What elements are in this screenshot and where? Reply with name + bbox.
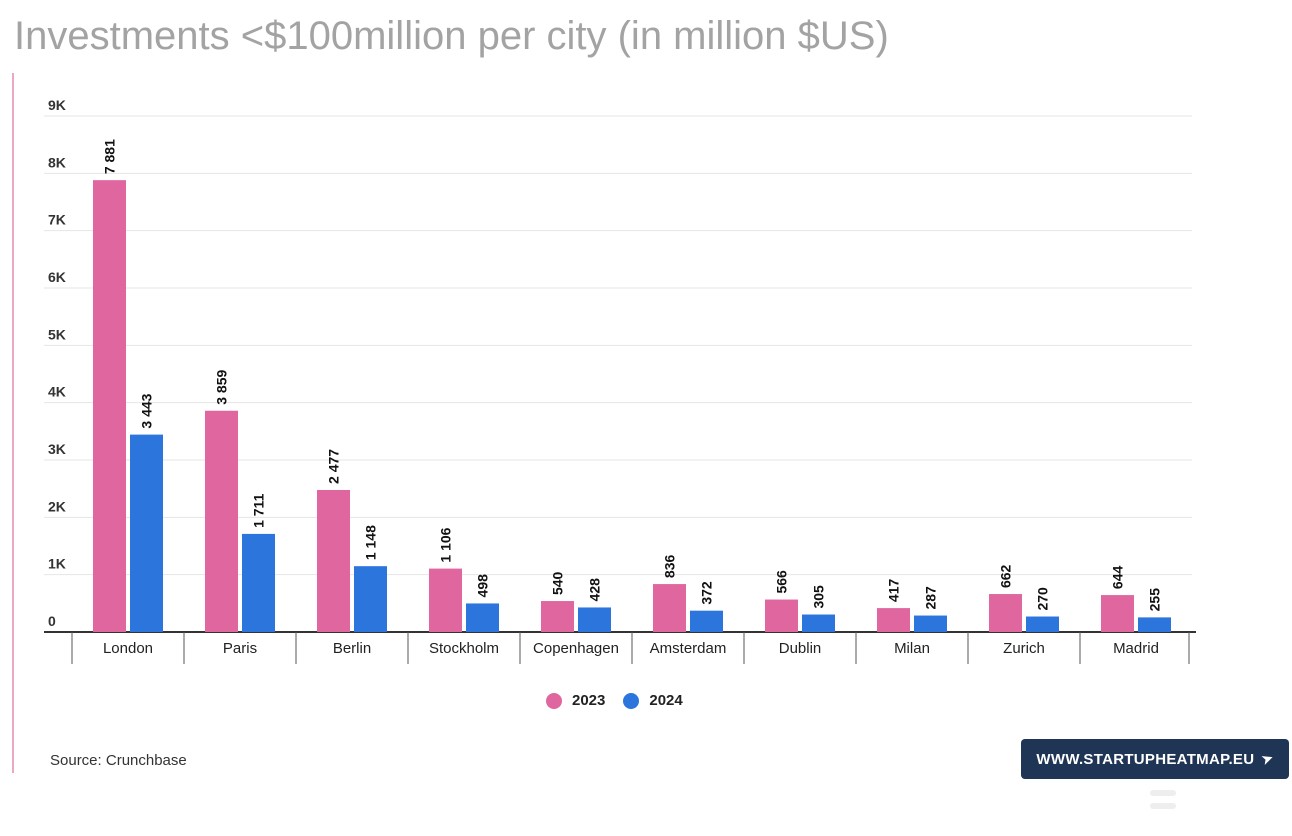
category-label: Stockholm xyxy=(429,640,499,657)
data-label: 836 xyxy=(662,554,678,578)
data-label: 372 xyxy=(699,581,715,605)
brand-link-button[interactable]: WWW.STARTUPHEATMAP.EU ➤ xyxy=(1021,739,1289,779)
category-label: Zurich xyxy=(1003,640,1045,657)
legend-item-2023[interactable]: 2023 xyxy=(546,692,605,709)
legend-swatch-2023 xyxy=(546,692,562,709)
category-label: Amsterdam xyxy=(650,640,727,657)
data-label: 7 881 xyxy=(102,139,118,174)
bar-2024-madrid xyxy=(1138,617,1171,632)
brand-label: WWW.STARTUPHEATMAP.EU xyxy=(1036,750,1255,768)
y-tick-label: 4K xyxy=(48,384,66,400)
data-label: 540 xyxy=(550,571,566,595)
bar-2023-dublin xyxy=(765,599,798,632)
data-label: 417 xyxy=(886,579,902,603)
y-tick-label: 8K xyxy=(48,154,66,170)
bar-2024-berlin xyxy=(354,566,387,632)
bar-2023-stockholm xyxy=(429,568,462,632)
bar-2023-berlin xyxy=(317,489,350,632)
legend-swatch-2024 xyxy=(623,692,640,709)
bar-2024-stockholm xyxy=(466,603,499,632)
data-label: 1 148 xyxy=(363,525,379,560)
category-label: Paris xyxy=(223,640,257,657)
data-label: 3 859 xyxy=(214,370,230,405)
bar-2023-copenhagen xyxy=(541,601,574,632)
y-tick-label: 2K xyxy=(48,498,66,514)
y-tick-label: 7K xyxy=(48,212,66,228)
bar-2024-milan xyxy=(914,615,947,632)
bar-2024-london xyxy=(130,434,163,632)
bar-2023-milan xyxy=(877,608,910,632)
data-label: 2 477 xyxy=(326,449,342,484)
bar-2024-zurich xyxy=(1026,616,1059,632)
chart-title: Investments <$100million per city (in mi… xyxy=(14,14,889,58)
bar-2024-paris xyxy=(242,533,275,632)
bar-2023-madrid xyxy=(1101,595,1134,632)
bar-2023-paris xyxy=(205,410,238,632)
bar-2023-amsterdam xyxy=(653,584,686,632)
category-label: Berlin xyxy=(333,640,371,657)
category-label: Copenhagen xyxy=(533,640,619,657)
scroll-handle[interactable] xyxy=(1150,790,1176,818)
data-label: 566 xyxy=(774,570,790,594)
source-note: Source: Crunchbase xyxy=(50,752,187,769)
cursor-arrow-icon: ➤ xyxy=(1259,749,1276,768)
data-label: 270 xyxy=(1035,587,1051,611)
y-tick-label: 9K xyxy=(48,97,66,113)
y-tick-label: 6K xyxy=(48,269,66,285)
data-label: 3 443 xyxy=(139,393,155,428)
data-label: 498 xyxy=(475,574,491,598)
bar-2024-copenhagen xyxy=(578,607,611,632)
bar-2023-london xyxy=(93,180,126,632)
legend-item-2024[interactable]: 2024 xyxy=(623,692,683,709)
data-label: 428 xyxy=(587,578,603,602)
bar-2024-amsterdam xyxy=(690,610,723,632)
data-label: 287 xyxy=(923,586,939,610)
side-accent-line xyxy=(12,73,14,773)
data-label: 1 711 xyxy=(251,493,267,527)
category-label: Milan xyxy=(894,640,930,657)
data-label: 644 xyxy=(1110,566,1126,590)
category-label: Madrid xyxy=(1113,640,1159,657)
y-tick-label: 3K xyxy=(48,441,66,457)
legend-label-2024: 2024 xyxy=(649,692,683,709)
bar-2023-zurich xyxy=(989,594,1022,632)
bar-2024-dublin xyxy=(802,614,835,632)
data-label: 305 xyxy=(811,585,827,609)
legend-label-2023: 2023 xyxy=(572,692,606,709)
y-tick-label: 1K xyxy=(48,556,66,572)
data-label: 1 106 xyxy=(438,527,454,562)
category-label: London xyxy=(103,640,153,657)
y-tick-label: 0 xyxy=(48,613,56,629)
data-label: 662 xyxy=(998,564,1014,588)
category-label: Dublin xyxy=(779,640,822,657)
y-tick-label: 5K xyxy=(48,326,66,342)
legend: 2023 2024 xyxy=(546,692,701,709)
data-label: 255 xyxy=(1147,588,1163,612)
